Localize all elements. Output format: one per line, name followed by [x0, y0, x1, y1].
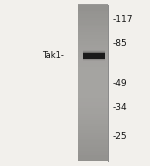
Bar [82, 53, 105, 58]
Text: -34: -34 [112, 103, 127, 112]
Text: -49: -49 [112, 79, 127, 87]
Bar [82, 50, 105, 53]
Text: -25: -25 [112, 132, 127, 141]
Bar [82, 58, 105, 61]
Text: Tak1-: Tak1- [42, 51, 64, 60]
Bar [82, 58, 105, 60]
Bar [78, 5, 108, 161]
Bar [82, 52, 105, 53]
Bar [82, 51, 105, 53]
Text: -117: -117 [112, 15, 133, 24]
Text: -85: -85 [112, 39, 127, 48]
Bar [82, 58, 105, 59]
